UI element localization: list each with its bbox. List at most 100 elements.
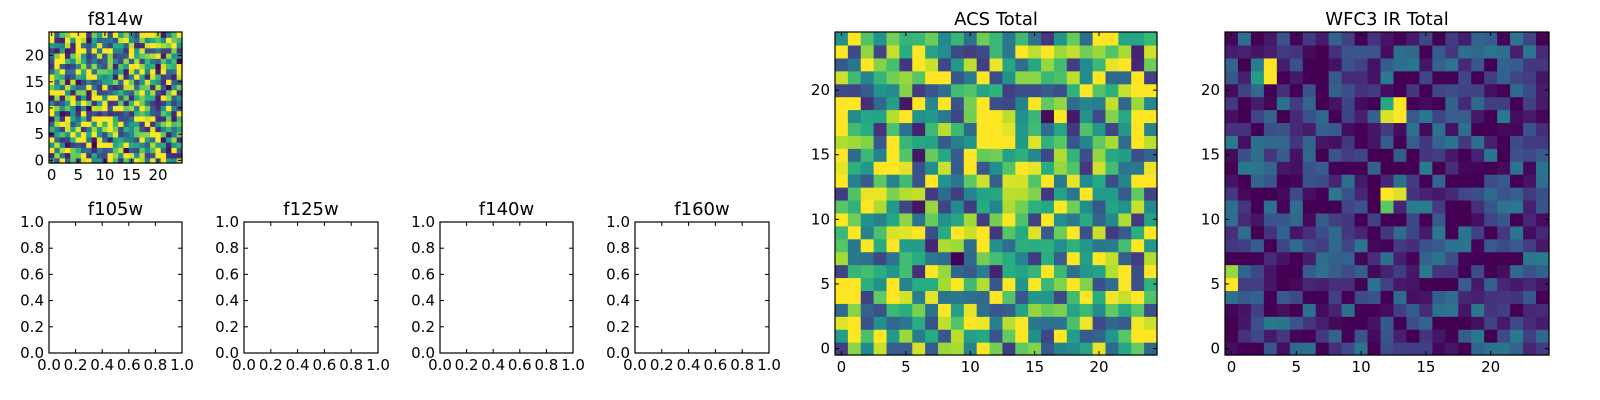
y-tick-label: 15 [1201,146,1220,164]
heatmap-cell [1289,212,1304,227]
heatmap-cell [1053,32,1068,46]
heatmap-cell [1419,238,1433,253]
heatmap-cell [1066,290,1081,304]
heatmap-cell [886,109,900,124]
heatmap-cell [171,157,178,164]
heatmap-cell [873,329,888,343]
heatmap-cell [1225,148,1239,162]
heatmap-cell [1144,212,1158,227]
heatmap-cell [1225,161,1239,175]
heatmap-cell [171,94,178,101]
heatmap-cell [1237,57,1252,72]
heatmap-cell [1237,199,1252,214]
heatmap-cell [1445,109,1459,124]
heatmap-cell [886,135,900,149]
heatmap-cell [118,115,125,122]
heatmap-cell [96,142,103,148]
heatmap-cell [835,199,849,214]
heatmap-cell [1328,57,1343,72]
heatmap-cell [1393,44,1408,59]
heatmap-cell [1328,161,1343,175]
heatmap-cell [1536,135,1550,149]
heatmap-cell [1041,199,1055,214]
heatmap-cell [950,122,965,136]
heatmap-cell [1458,277,1472,291]
heatmap-cell [1002,32,1016,46]
heatmap-cell [1497,161,1511,175]
heatmap-cell [847,264,862,279]
heatmap-cell [1225,32,1239,46]
heatmap-cell [1393,342,1408,356]
heatmap-cell [925,161,939,175]
heatmap-cell [1053,83,1068,98]
heatmap-cell [118,105,125,112]
heatmap-cell [80,47,87,54]
heatmap-cell [112,58,119,65]
heatmap-cell [166,152,172,159]
heatmap-cell [1237,122,1252,136]
heatmap-cell [1263,135,1278,149]
heatmap-cell [1028,32,1042,46]
heatmap-cell [1523,96,1537,111]
heatmap-cell [1471,238,1485,253]
heatmap-cell [1497,83,1511,98]
heatmap-cell [1315,342,1330,356]
heatmap-cell [873,44,888,59]
heatmap-cell [989,174,1004,188]
axes-frame [48,221,183,354]
heatmap-cell [1406,316,1420,330]
x-tick-label: 0 [1227,358,1237,376]
heatmap-cell [155,42,162,49]
heatmap-cell [1458,342,1472,356]
heatmap-cell [1028,251,1042,266]
heatmap-cell [96,131,103,138]
heatmap-cell [847,342,862,356]
heatmap-cell [123,37,130,44]
heatmap-cell [1015,44,1029,59]
heatmap-cell [1028,122,1042,136]
heatmap-cell [70,37,77,44]
heatmap-cell [59,110,66,117]
heatmap-cell [1092,251,1107,266]
heatmap-cell [1432,316,1446,330]
heatmap-cell [976,329,991,343]
heatmap-cell [1445,70,1459,85]
heatmap-cell [171,136,178,143]
heatmap-cell [899,109,913,124]
heatmap-cell [1380,122,1395,136]
heatmap-cell [1118,96,1132,111]
heatmap-cell [59,147,66,154]
heatmap-cell [1458,251,1472,266]
heatmap-cell [128,68,135,75]
x-tick-label: 15 [1416,358,1435,376]
heatmap-cell [1092,290,1107,304]
heatmap-cell [128,58,135,65]
heatmap-cell [118,94,125,101]
heatmap-cell [835,187,849,201]
heatmap-cell [1015,342,1029,356]
heatmap-cell [1066,174,1081,188]
heatmap-cell [54,73,61,80]
heatmap-cell [1354,212,1369,227]
heatmap-cell [1053,135,1068,149]
heatmap-cell [1131,109,1145,124]
heatmap-cell [835,122,849,136]
heatmap-cell [1523,174,1537,188]
heatmap-cell [91,52,98,59]
heatmap-cell [86,89,93,96]
heatmap-cell [118,142,125,148]
heatmap-cell [1510,238,1524,253]
heatmap-cell [112,63,119,70]
heatmap-cell [1053,238,1068,253]
heatmap-cell [1237,135,1252,149]
heatmap-cell [925,109,939,124]
heatmap-cell [1471,174,1485,188]
heatmap-cell [96,79,103,85]
heatmap-cell [1471,148,1485,162]
heatmap-cell [107,105,114,112]
heatmap-cell [155,37,162,44]
heatmap-cell [155,58,162,65]
heatmap-cell [1523,277,1537,291]
heatmap-cell [938,329,952,343]
heatmap-cell [1079,316,1094,330]
